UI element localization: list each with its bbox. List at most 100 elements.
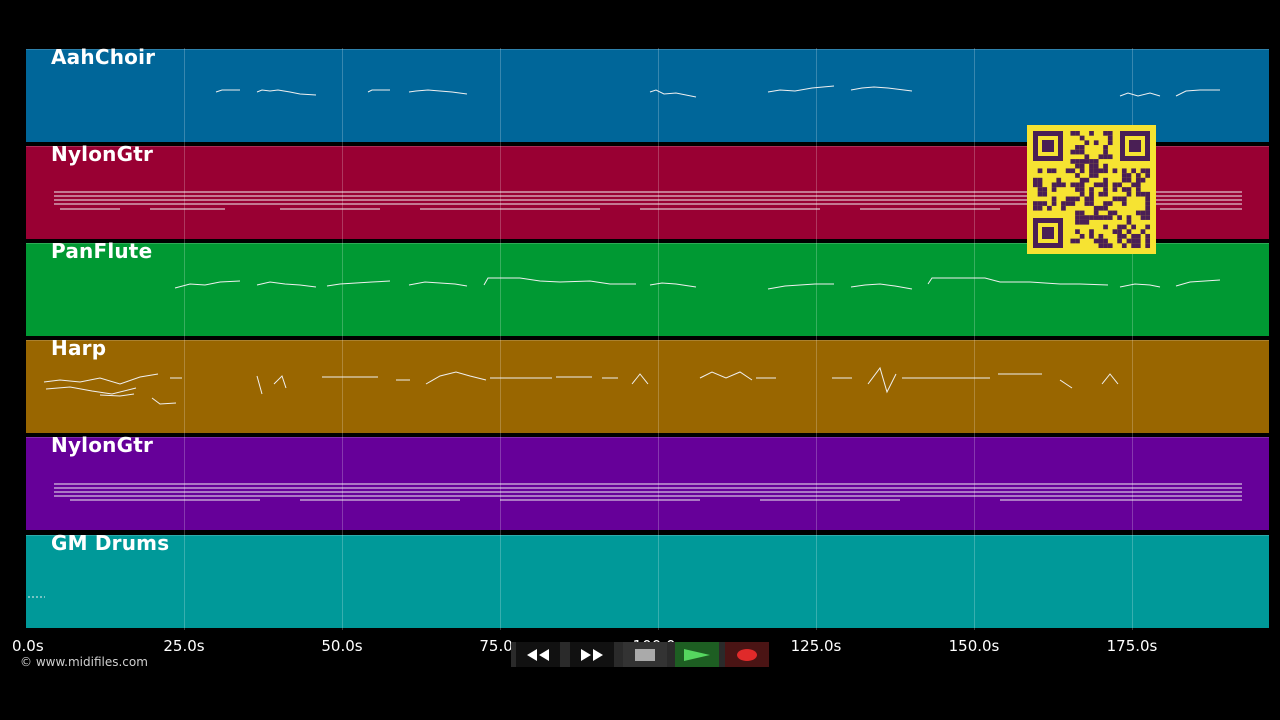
- stop-button[interactable]: [623, 642, 667, 667]
- play-button[interactable]: [675, 642, 719, 667]
- record-button[interactable]: [725, 642, 769, 667]
- qr-module: [1112, 210, 1118, 216]
- qr-module: [1089, 201, 1094, 206]
- qr-code-icon: [1033, 131, 1151, 249]
- qr-module: [1126, 177, 1132, 183]
- qr-module: [1070, 131, 1076, 136]
- track-lane-panflute[interactable]: PanFlute: [26, 239, 1269, 336]
- qr-module: [1079, 149, 1085, 155]
- qr-module: [1047, 168, 1052, 174]
- qr-module: [1117, 233, 1122, 239]
- qr-module: [1145, 201, 1151, 206]
- qr-module: [1089, 168, 1094, 174]
- qr-module: [1135, 233, 1141, 239]
- qr-module: [1145, 191, 1151, 197]
- qr-module: [1037, 191, 1043, 197]
- qr-module: [1103, 145, 1108, 150]
- qr-module: [1135, 173, 1141, 178]
- qr-module: [1084, 196, 1090, 202]
- qr-module: [1093, 163, 1099, 169]
- qr-module: [1079, 182, 1085, 188]
- qr-module: [1140, 168, 1146, 174]
- qr-module: [1145, 205, 1151, 211]
- qr-module: [1140, 177, 1146, 183]
- qr-module: [1089, 215, 1094, 220]
- qr-module: [1089, 191, 1094, 197]
- qr-module: [1103, 201, 1108, 206]
- qr-module: [1093, 182, 1099, 188]
- qr-module: [1084, 219, 1090, 225]
- qr-module: [1107, 210, 1113, 216]
- qr-module: [1084, 159, 1090, 164]
- tick-label: 125.0s: [790, 637, 842, 655]
- qr-module: [1079, 145, 1085, 150]
- qr-module: [1089, 159, 1094, 164]
- qr-module: [1103, 187, 1108, 192]
- qr-module: [1075, 219, 1080, 225]
- qr-module: [1075, 131, 1080, 136]
- qr-module: [1075, 173, 1080, 178]
- qr-module: [1042, 191, 1048, 197]
- qr-module: [1089, 131, 1094, 136]
- qr-module: [1098, 238, 1104, 244]
- qr-module: [1112, 187, 1118, 192]
- tick-label: 175.0s: [1106, 637, 1158, 655]
- fast-forward-button[interactable]: [570, 642, 614, 667]
- qr-module: [1117, 182, 1122, 188]
- tick-label: 150.0s: [948, 637, 1000, 655]
- grid-line: [342, 48, 343, 630]
- qr-module: [1126, 191, 1132, 197]
- qr-module: [1079, 163, 1085, 169]
- qr-module: [1079, 219, 1085, 225]
- qr-module: [1145, 243, 1151, 249]
- copyright-notice: © www.midifiles.com: [20, 655, 148, 669]
- qr-module: [1145, 168, 1151, 174]
- qr-module: [1126, 219, 1132, 225]
- nylongtr-2-notes: [54, 483, 1242, 501]
- track-lane-harp[interactable]: Harp: [26, 336, 1269, 433]
- qr-module: [1117, 196, 1122, 202]
- qr-module: [1145, 196, 1151, 202]
- qr-module: [1098, 205, 1104, 211]
- tick-label: 25.0s: [163, 637, 205, 655]
- qr-module: [1145, 210, 1151, 216]
- qr-module: [1121, 233, 1127, 239]
- qr-module: [1145, 238, 1151, 244]
- qr-module: [1107, 135, 1113, 141]
- qr-module: [1047, 205, 1052, 211]
- rewind-button[interactable]: [516, 642, 560, 667]
- qr-module: [1075, 163, 1080, 169]
- qr-module: [1051, 201, 1057, 206]
- qr-module: [1135, 191, 1141, 197]
- transport-controls: [511, 642, 769, 667]
- qr-module: [1126, 187, 1132, 192]
- qr-module: [1061, 201, 1066, 206]
- qr-module: [1121, 168, 1127, 174]
- qr-module: [1051, 187, 1057, 192]
- qr-module: [1126, 229, 1132, 234]
- qr-module: [1103, 215, 1108, 220]
- qr-module: [1103, 191, 1108, 197]
- qr-module: [1093, 210, 1099, 216]
- qr-module: [1121, 173, 1127, 178]
- qr-module: [1135, 182, 1141, 188]
- qr-module: [1070, 159, 1076, 164]
- track-lane-gm-drums[interactable]: GM Drums: [26, 531, 1269, 628]
- qr-module: [1061, 205, 1066, 211]
- qr-module: [1107, 154, 1113, 160]
- qr-module: [1098, 215, 1104, 220]
- qr-module: [1089, 233, 1094, 239]
- qr-module: [1079, 210, 1085, 216]
- qr-module: [1037, 182, 1043, 188]
- qr-module: [1103, 168, 1108, 174]
- track-label: NylonGtr: [51, 433, 154, 457]
- qr-module: [1037, 201, 1043, 206]
- qr-module: [1089, 229, 1094, 234]
- qr-module: [1135, 177, 1141, 183]
- track-label: NylonGtr: [51, 142, 154, 166]
- qr-module: [1131, 238, 1136, 244]
- aahchoir-notes: [215, 85, 1220, 98]
- track-lane-aahchoir[interactable]: AahChoir: [26, 45, 1269, 142]
- qr-module: [1084, 177, 1090, 183]
